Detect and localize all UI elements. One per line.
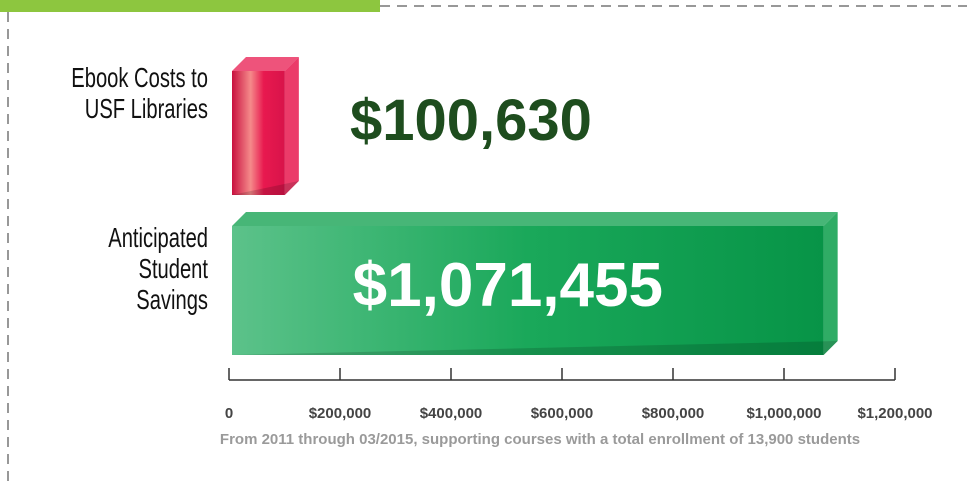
x-tick-label: $800,000 [642, 405, 705, 422]
x-tick-label: 0 [225, 405, 233, 422]
value-label: $1,071,455 [353, 251, 663, 320]
x-tick-label: $1,000,000 [746, 405, 821, 422]
plot: 0 $200,000 $400,000 $600,000 $800,000 $1,000,… [225, 57, 933, 422]
bar-top [232, 57, 299, 71]
bar-side [284, 57, 299, 195]
bar-top [232, 212, 838, 226]
x-tick-label: $400,000 [420, 405, 483, 422]
category-label: Ebook Costs to USF Libraries [71, 62, 208, 124]
category-label: Anticipated Student Savings [108, 222, 208, 315]
x-tick-label: $1,200,000 [857, 405, 932, 422]
x-tick-label: $600,000 [531, 405, 594, 422]
bar-bottom [232, 181, 299, 195]
x-tick-label: $200,000 [309, 405, 372, 422]
header-tab [0, 0, 380, 12]
footnote: From 2011 through 03/2015, supporting co… [220, 431, 860, 448]
bar-side [823, 212, 838, 355]
bar [232, 226, 824, 355]
bar [232, 71, 285, 195]
bar-bottom [232, 341, 838, 355]
value-label: $100,630 [350, 88, 592, 153]
